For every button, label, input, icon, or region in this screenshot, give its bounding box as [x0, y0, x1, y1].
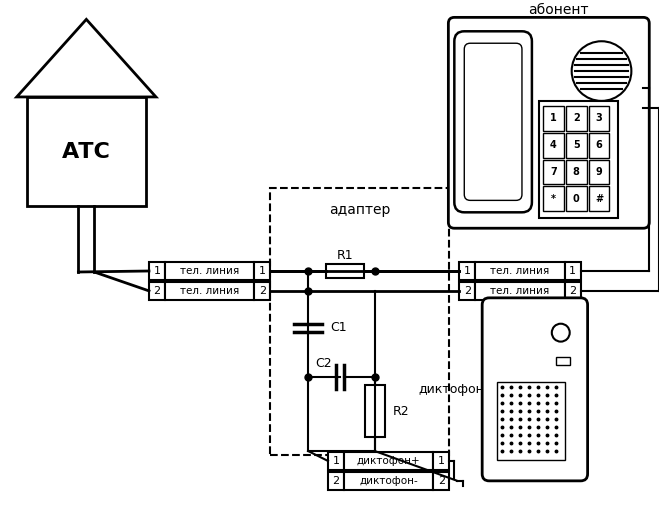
Bar	[365, 385, 385, 437]
Text: АТС: АТС	[62, 142, 111, 162]
Text: R2: R2	[393, 405, 409, 418]
FancyBboxPatch shape	[464, 43, 522, 201]
Text: R1: R1	[336, 249, 353, 261]
Text: 8: 8	[572, 167, 580, 177]
Bar	[588, 106, 609, 131]
Bar	[475, 262, 564, 280]
Bar	[556, 356, 570, 365]
FancyBboxPatch shape	[482, 298, 588, 481]
Bar	[165, 282, 254, 300]
Text: 1: 1	[259, 266, 266, 276]
Text: тел. линия: тел. линия	[490, 266, 549, 276]
Bar	[254, 262, 270, 280]
Bar	[588, 133, 609, 158]
Bar	[326, 264, 364, 278]
Bar	[566, 106, 586, 131]
Bar	[328, 452, 344, 470]
Text: абонент: абонент	[529, 3, 589, 17]
Text: 2: 2	[332, 476, 340, 486]
Text: 1: 1	[569, 266, 576, 276]
Bar	[564, 262, 580, 280]
Bar	[434, 472, 449, 490]
Bar	[566, 133, 586, 158]
Text: 2: 2	[259, 286, 266, 296]
Bar	[149, 262, 165, 280]
Bar	[270, 188, 449, 455]
Bar	[588, 186, 609, 211]
Bar	[543, 106, 564, 131]
Bar	[149, 282, 165, 300]
Text: 2: 2	[438, 476, 445, 486]
Text: диктофон-: диктофон-	[360, 476, 418, 486]
Text: тел. линия: тел. линия	[490, 286, 549, 296]
Bar	[459, 262, 475, 280]
Bar	[564, 282, 580, 300]
Text: 5: 5	[573, 140, 580, 150]
Text: C2: C2	[316, 357, 332, 370]
Bar	[566, 186, 586, 211]
Circle shape	[572, 41, 631, 101]
FancyBboxPatch shape	[448, 17, 649, 228]
Bar	[328, 472, 344, 490]
Circle shape	[552, 324, 570, 342]
Text: 4: 4	[550, 140, 557, 150]
Text: 9: 9	[596, 167, 602, 177]
Text: 2: 2	[569, 286, 576, 296]
Bar	[344, 472, 434, 490]
Bar	[497, 382, 564, 460]
Bar	[344, 452, 434, 470]
Text: диктофон+: диктофон+	[357, 456, 420, 466]
Bar	[566, 159, 586, 184]
Text: #: #	[595, 194, 603, 204]
Text: 7: 7	[550, 167, 557, 177]
Text: тел. линия: тел. линия	[180, 266, 239, 276]
Text: 2: 2	[573, 114, 580, 124]
Text: диктофон: диктофон	[418, 383, 485, 396]
Bar	[543, 186, 564, 211]
Text: 1: 1	[464, 266, 471, 276]
Text: адаптер: адаптер	[329, 203, 391, 218]
Text: тел. линия: тел. линия	[180, 286, 239, 296]
Text: 1: 1	[153, 266, 161, 276]
Bar	[254, 282, 270, 300]
Bar	[588, 159, 609, 184]
Text: *: *	[551, 194, 556, 204]
Text: 1: 1	[332, 456, 340, 466]
Text: 0: 0	[573, 194, 580, 204]
Bar	[539, 101, 619, 218]
Bar	[165, 262, 254, 280]
Bar	[434, 452, 449, 470]
Bar	[543, 159, 564, 184]
FancyBboxPatch shape	[454, 31, 532, 212]
Polygon shape	[17, 20, 156, 97]
Bar	[543, 133, 564, 158]
Text: 2: 2	[153, 286, 161, 296]
Text: 6: 6	[596, 140, 602, 150]
Bar	[26, 97, 146, 206]
Text: C1: C1	[330, 321, 346, 334]
Bar	[459, 282, 475, 300]
Text: 1: 1	[550, 114, 557, 124]
Text: 1: 1	[438, 456, 445, 466]
Bar	[475, 282, 564, 300]
Text: 3: 3	[596, 114, 602, 124]
Text: 2: 2	[464, 286, 471, 296]
